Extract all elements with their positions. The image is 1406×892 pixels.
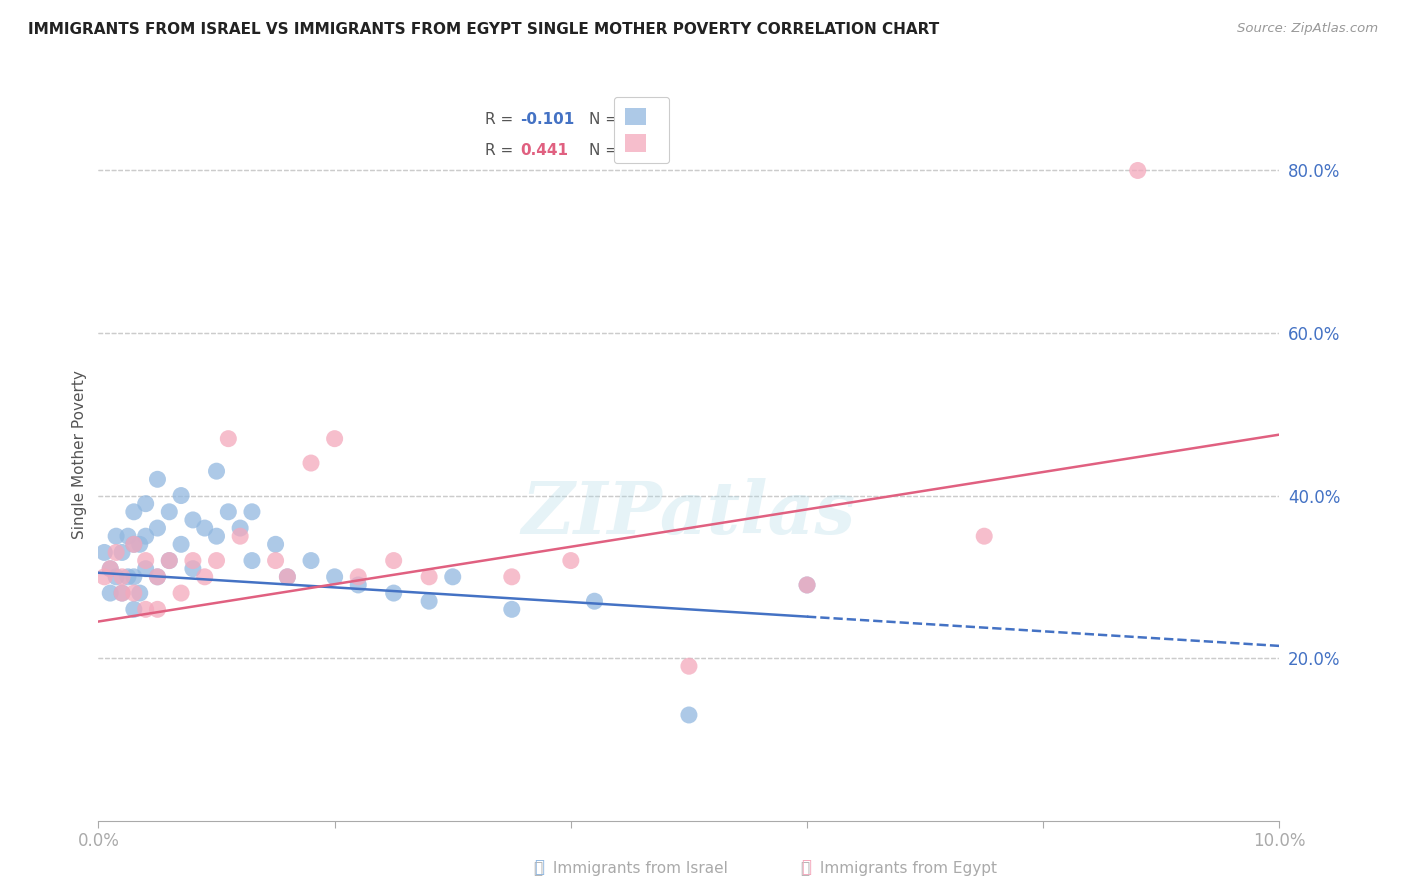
Point (217, 432, 239, 446)
Point (382, 553, 405, 567)
Point (240, 553, 263, 567)
Point (170, 537, 193, 551)
Point (135, 602, 157, 616)
Point (111, 545, 134, 559)
Point (323, 570, 346, 584)
Point (418, 594, 440, 608)
Point (93, 545, 115, 559)
Text: IMMIGRANTS FROM ISRAEL VS IMMIGRANTS FROM EGYPT SINGLE MOTHER POVERTY CORRELATIO: IMMIGRANTS FROM ISRAEL VS IMMIGRANTS FRO… (28, 22, 939, 37)
Point (205, 529, 228, 543)
Point (264, 553, 287, 567)
Point (501, 602, 523, 616)
Point (501, 570, 523, 584)
Y-axis label: Single Mother Poverty: Single Mother Poverty (72, 370, 87, 540)
Point (128, 586, 150, 600)
Point (264, 537, 287, 551)
Point (181, 513, 204, 527)
Point (111, 586, 134, 600)
Point (135, 529, 157, 543)
Point (122, 602, 145, 616)
Point (240, 505, 263, 519)
Point (128, 537, 150, 551)
Text: 0.441: 0.441 (520, 143, 568, 158)
Point (347, 578, 370, 592)
Point (323, 432, 346, 446)
Point (205, 553, 228, 567)
Point (170, 586, 193, 600)
Point (276, 570, 298, 584)
Point (122, 505, 145, 519)
Point (796, 578, 818, 592)
Point (111, 586, 134, 600)
Point (418, 570, 440, 584)
Point (441, 570, 464, 584)
Point (146, 570, 169, 584)
Point (135, 553, 157, 567)
Point (217, 505, 239, 519)
Point (111, 570, 134, 584)
Point (299, 553, 322, 567)
Text: ⬛  Immigrants from Egypt: ⬛ Immigrants from Egypt (801, 861, 997, 876)
Point (122, 537, 145, 551)
Point (122, 570, 145, 584)
Text: ⬛: ⬛ (534, 858, 544, 876)
Text: -0.101: -0.101 (520, 112, 574, 128)
Point (146, 521, 169, 535)
Point (146, 602, 169, 616)
Text: 31: 31 (619, 143, 640, 158)
Point (796, 578, 818, 592)
Point (105, 570, 128, 584)
Point (122, 537, 145, 551)
Point (135, 497, 157, 511)
Point (93, 570, 115, 584)
Text: N =: N = (589, 112, 623, 128)
Point (678, 659, 700, 673)
Point (678, 708, 700, 723)
Point (347, 570, 370, 584)
Point (181, 553, 204, 567)
Point (98, 562, 121, 576)
Point (105, 529, 128, 543)
Point (181, 562, 204, 576)
Point (170, 489, 193, 503)
Point (1126, 163, 1149, 178)
Point (229, 521, 252, 535)
Text: N =: N = (589, 143, 623, 158)
Point (560, 553, 582, 567)
Point (117, 529, 139, 543)
Point (276, 570, 298, 584)
Text: R =: R = (485, 112, 517, 128)
Point (117, 570, 139, 584)
Legend: , : , (614, 97, 669, 162)
Point (382, 586, 405, 600)
Point (229, 529, 252, 543)
Point (973, 529, 995, 543)
Point (98, 562, 121, 576)
Point (157, 553, 180, 567)
Point (98, 586, 121, 600)
Point (583, 594, 606, 608)
Text: Source: ZipAtlas.com: Source: ZipAtlas.com (1237, 22, 1378, 36)
Point (122, 586, 145, 600)
Point (146, 472, 169, 486)
Text: ZIPatlas: ZIPatlas (522, 478, 856, 549)
Text: ⬛  Immigrants from Israel: ⬛ Immigrants from Israel (534, 861, 728, 876)
Point (135, 562, 157, 576)
Point (194, 521, 217, 535)
Point (157, 505, 180, 519)
Point (105, 545, 128, 559)
Text: 46: 46 (619, 112, 640, 128)
Text: ⬛: ⬛ (801, 858, 811, 876)
Point (146, 570, 169, 584)
Text: R =: R = (485, 143, 517, 158)
Point (194, 570, 217, 584)
Point (299, 456, 322, 470)
Point (205, 464, 228, 478)
Point (157, 553, 180, 567)
